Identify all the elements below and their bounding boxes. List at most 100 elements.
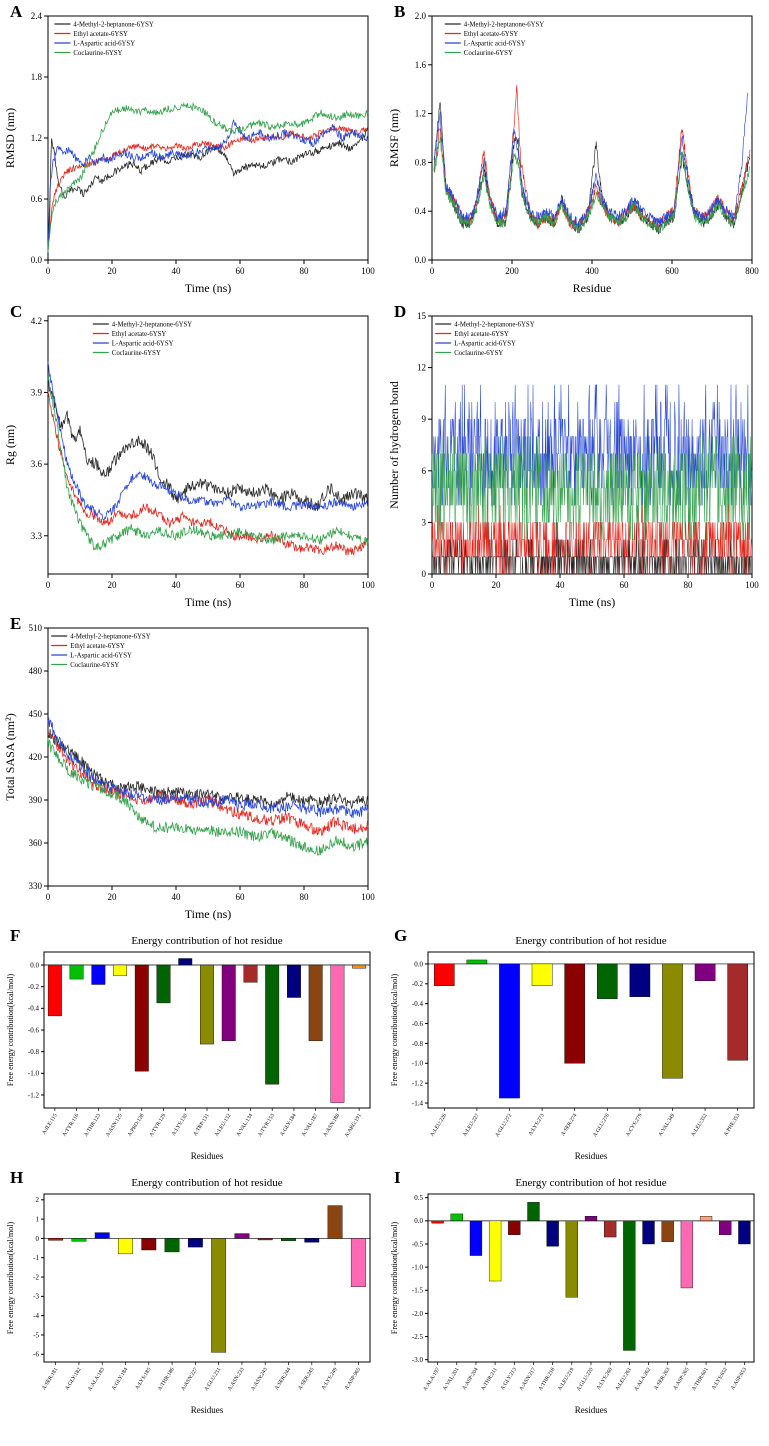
x-tick-label: 0 <box>46 266 51 276</box>
bar-A:THR:186 <box>164 1238 180 1253</box>
plot-frame <box>427 951 755 1109</box>
bar-label: A:GLU:272 <box>494 1113 513 1139</box>
panel-label-F: F <box>10 926 21 945</box>
panel-label-A: A <box>10 2 23 21</box>
y-axis-label: RMSF (nm) <box>387 109 401 167</box>
bar-label: A:SER:245 <box>297 1367 315 1392</box>
panel-E: E 0 20 40 60 80 100 330 360 390 420 450 480 510 Time … <box>0 612 384 924</box>
bar-label: A:ASN:125 <box>105 1113 124 1138</box>
bar-A:GLY:184 <box>118 1238 133 1255</box>
bar-A:ASP:204 <box>469 1220 483 1256</box>
y-tick-label: -0.8 <box>28 1048 40 1056</box>
y-tick-label: -5 <box>33 1331 39 1339</box>
bar-A:THR:218 <box>546 1220 559 1247</box>
bar-A:SER:245 <box>304 1238 320 1243</box>
x-axis-label: Time (ns) <box>185 281 232 295</box>
x-tick-label: 60 <box>236 892 246 902</box>
bar-label: A:LEU:227 <box>462 1113 481 1138</box>
x-tick-label: 60 <box>236 580 246 590</box>
bar-label: A:SER:274 <box>560 1113 578 1138</box>
bar-A:GLU:276 <box>596 963 618 999</box>
y-tick-label: 0 <box>36 1235 40 1243</box>
bar-label: A:ASP:265 <box>672 1367 690 1392</box>
series-line-3 <box>47 101 369 253</box>
panel-label-D: D <box>394 302 407 321</box>
bar-label: A:ALA:183 <box>87 1367 106 1393</box>
y-tick-label: 6 <box>422 466 427 476</box>
bar-label: A:VAL:349 <box>658 1113 677 1138</box>
bar-label: A:LYS:249 <box>321 1367 339 1391</box>
bar-label: A:ILE:115 <box>41 1113 59 1136</box>
legend-label: L-Aspartic acid-6YSY <box>73 40 135 47</box>
bar-label: A:ASP:653 <box>730 1367 748 1392</box>
series-line-3 <box>433 137 751 234</box>
bar-A:GLY:213 <box>508 1220 521 1235</box>
plot-frame <box>47 315 369 575</box>
bar-label: A:ASN:188 <box>322 1113 341 1138</box>
series-line-0 <box>47 376 369 511</box>
plot-frame <box>43 1193 371 1363</box>
bar-A:ILE:115 <box>47 964 62 1017</box>
x-axis-label: Residues <box>191 1405 224 1415</box>
bar-A:GLU:220 <box>584 1216 598 1222</box>
x-axis-label: Time (ns) <box>569 595 616 609</box>
bar-A:THR:123 <box>91 964 106 985</box>
y-axis-label: Free energy contribution(kcal/mol) <box>390 1222 399 1335</box>
chart-F: Energy contribution of hot residue 0.0 -0.… <box>2 930 382 1166</box>
chart-B-svg: 0 200 400 600 800 0.0 0.4 0.8 1.2 1.6 2.0 Residue RM… <box>387 11 759 295</box>
x-tick-label: 400 <box>585 266 599 276</box>
bar-A:THR:601 <box>699 1216 713 1222</box>
x-tick-label: 600 <box>665 266 679 276</box>
y-tick-label: -0.2 <box>28 983 40 991</box>
x-tick-label: 0 <box>430 580 435 590</box>
bar-label: A:GLY:184 <box>279 1113 298 1138</box>
bar-label: A:GLU:276 <box>592 1113 611 1139</box>
bar-label: A:TYR:116 <box>62 1113 81 1138</box>
x-tick-label: 20 <box>108 580 118 590</box>
bar-label: A:VAL:201 <box>442 1367 461 1392</box>
bar-label: A:PHE:353 <box>723 1113 742 1138</box>
chart-E-svg: 0 20 40 60 80 100 330 360 390 420 450 480 510 Time (n… <box>3 623 375 921</box>
bar-label: A:ASN:217 <box>518 1367 537 1392</box>
bar-label: A:ALA:197 <box>422 1367 441 1393</box>
y-tick-label: 1.6 <box>415 60 427 70</box>
y-tick-label: -1 <box>33 1254 39 1262</box>
y-tick-label: -0.6 <box>28 1026 40 1034</box>
y-axis-label: Number of hydrogen bond <box>387 381 401 509</box>
legend-label: Coclaurine-6YSY <box>112 350 161 357</box>
y-tick-label: 3.3 <box>31 531 43 541</box>
bar-label: A:TYR:129 <box>148 1113 167 1138</box>
x-tick-label: 80 <box>300 266 310 276</box>
y-tick-label: 3 <box>422 517 427 527</box>
bar-A:CYS:279 <box>629 963 651 997</box>
chart-E: 0 20 40 60 80 100 330 360 390 420 450 480 510 Time (n… <box>2 618 382 924</box>
chart-B: 0 200 400 600 800 0.0 0.4 0.8 1.2 1.6 2.0 Residue RM… <box>386 6 767 300</box>
y-tick-label: 1 <box>36 1216 40 1224</box>
panel-G: G Energy contribution of hot residue 0.0 -… <box>384 924 769 1166</box>
bar-A:LYS:130 <box>178 958 193 966</box>
series-line-1 <box>47 391 369 556</box>
y-tick-label: 3.9 <box>31 387 43 397</box>
bar-label: A:ASP:204 <box>461 1367 479 1392</box>
panel-label-C: C <box>10 302 23 321</box>
x-tick-label: 100 <box>361 580 375 590</box>
panel-label-H: H <box>10 1168 24 1187</box>
panel-label-G: G <box>394 926 408 945</box>
y-tick-label: 0.5 <box>414 1194 423 1202</box>
x-tick-label: 80 <box>300 580 310 590</box>
bar-A:VAL:201 <box>450 1213 463 1222</box>
bar-label: A:GLY:213 <box>500 1367 519 1392</box>
bar-label: A:ARG:191 <box>344 1113 363 1139</box>
bar-A:SER:263 <box>661 1220 674 1242</box>
bar-label: A:LEU:226 <box>429 1113 448 1138</box>
x-tick-label: 100 <box>361 892 375 902</box>
bar-A:ASP:265 <box>680 1220 694 1289</box>
y-tick-label: -0.6 <box>412 1020 424 1028</box>
legend-label: Ethyl acetate-6YSY <box>112 331 167 338</box>
y-tick-label: 12 <box>417 363 426 373</box>
y-tick-label: -0.8 <box>412 1040 424 1048</box>
chart-title: Energy contribution of hot residue <box>515 1177 666 1189</box>
bar-A:SER:274 <box>564 963 585 1064</box>
bar-A:LYS:273 <box>531 963 553 986</box>
